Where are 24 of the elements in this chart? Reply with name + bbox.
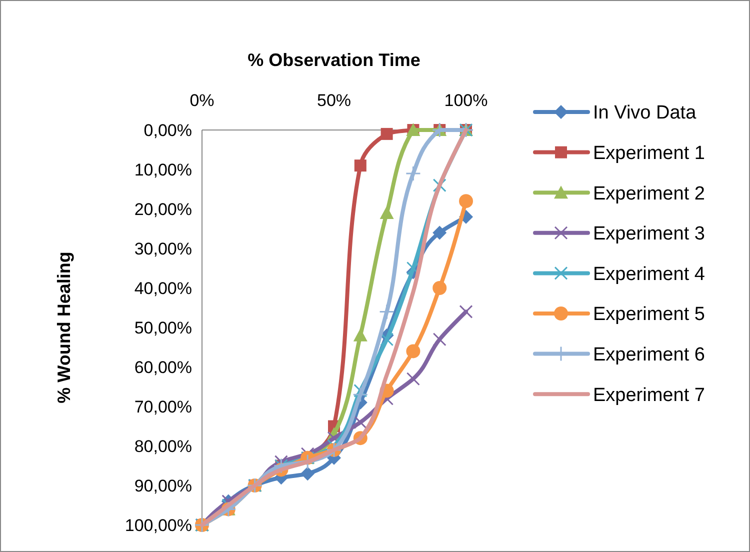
legend-label: Experiment 1 [593,142,705,164]
legend-label: Experiment 6 [593,344,705,366]
y-tick-label: 20,00% [134,200,192,219]
y-tick-label: 90,00% [134,476,192,496]
y-tick-label: 60,00% [134,358,192,377]
legend-label: In Vivo Data [593,102,697,124]
y-tick-label: 40,00% [134,278,192,298]
y-tick-label: 70,00% [134,397,192,416]
y-tick-label: 80,00% [134,436,192,456]
y-tick-label: 30,00% [134,239,192,258]
legend-label: Experiment 2 [593,183,705,204]
legend-label: Experiment 4 [593,264,706,285]
x-tick-label: 100% [444,91,488,110]
y-tick-label: 0,00% [144,120,192,140]
y-tick-label: 50,00% [134,318,192,338]
x-tick-label: 0% [190,91,214,110]
legend-label: Experiment 7 [593,384,705,406]
legend-label: Experiment 3 [593,224,705,245]
y-tick-label: 10,00% [134,160,192,180]
x-tick-label: 50% [316,91,352,110]
x-axis-title: % Observation Time [248,50,420,70]
y-axis-title: % Wound Healing [54,252,74,404]
y-tick-label: 100,00% [124,516,192,535]
legend-label: Experiment 5 [593,304,705,326]
